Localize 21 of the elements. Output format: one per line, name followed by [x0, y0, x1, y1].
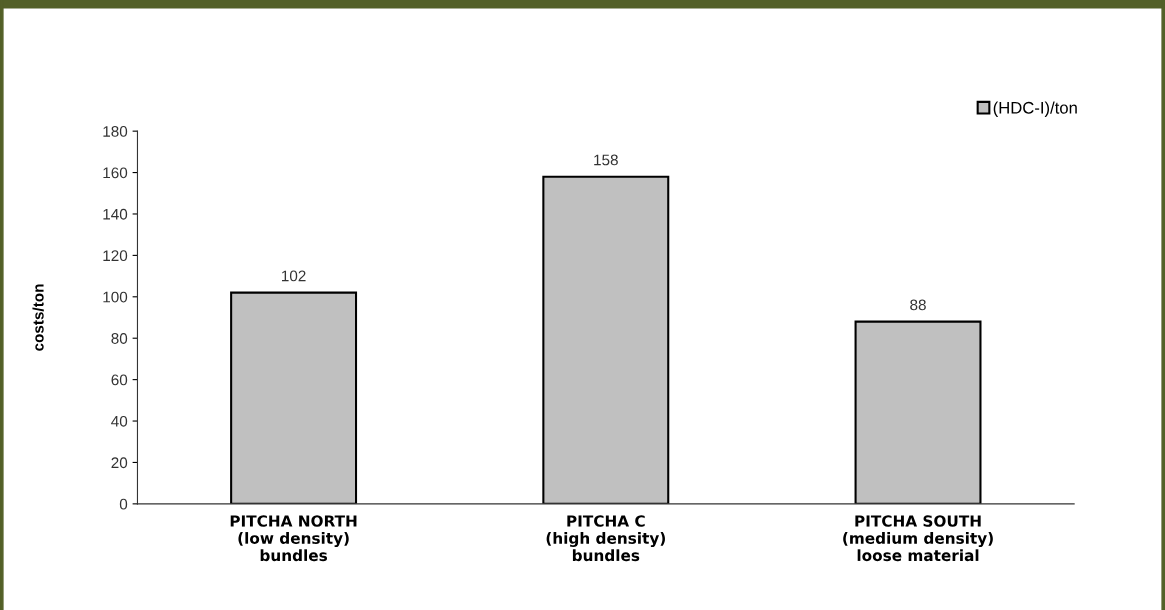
bar	[542, 175, 670, 504]
data-label: 102	[282, 270, 306, 282]
y-tick-label: 0	[119, 498, 128, 510]
x-tick-label: PITCHA SOUTH (medium density) loose material	[843, 515, 993, 562]
x-tick-label: PITCHA NORTH (low density) bundles	[230, 515, 357, 562]
x-tick-label: PITCHA C (high density) bundles	[546, 515, 665, 562]
bar	[230, 291, 358, 504]
y-tick-label: 20	[111, 457, 128, 469]
data-label: 88	[910, 299, 926, 311]
y-tick-label: 180	[103, 126, 128, 137]
legend-label: (HDC-I)/ton	[993, 101, 1077, 117]
y-axis-title: costs/ton	[32, 284, 44, 351]
y-tick-label: 60	[111, 374, 128, 386]
y-tick-label: 40	[111, 415, 128, 427]
y-tick-label: 120	[103, 250, 128, 262]
y-tick-label: 100	[103, 291, 128, 303]
bar	[854, 320, 982, 504]
y-tick-label: 160	[103, 167, 128, 179]
y-tick-label: 140	[103, 208, 128, 220]
y-tick-label: 80	[111, 333, 128, 344]
data-label: 158	[594, 154, 618, 166]
